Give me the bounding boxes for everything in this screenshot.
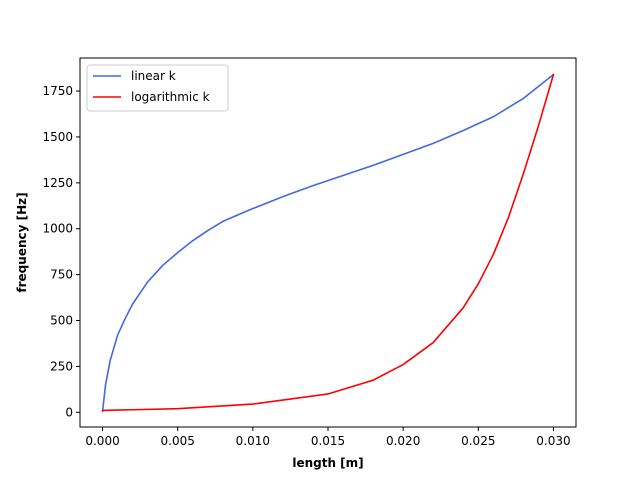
y-tick-label: 500 bbox=[50, 314, 73, 328]
x-ticks: 0.000 0.005 0.010 0.015 0.020 0.025 0.030 bbox=[85, 427, 571, 448]
series-line-logarithmic-k bbox=[101, 73, 555, 412]
y-tick-label: 1000 bbox=[42, 222, 73, 236]
legend-label-logarithmic-k: logarithmic k bbox=[131, 90, 210, 104]
y-ticks: 0 250 500 750 1000 1250 1500 1750 bbox=[42, 84, 80, 419]
y-tick-label: 1500 bbox=[42, 130, 73, 144]
y-tick-label: 1250 bbox=[42, 176, 73, 190]
y-tick-label: 0 bbox=[65, 405, 73, 419]
x-tick-label: 0.020 bbox=[386, 434, 420, 448]
legend: linear k logarithmic k bbox=[86, 64, 229, 112]
legend-box bbox=[86, 64, 229, 112]
y-tick-label: 750 bbox=[50, 268, 73, 282]
x-tick-label: 0.005 bbox=[161, 434, 195, 448]
series-line-linear-k bbox=[101, 73, 555, 413]
y-axis-label: frequency [Hz] bbox=[15, 192, 29, 292]
series-layer bbox=[101, 73, 555, 413]
y-tick-label: 1750 bbox=[42, 84, 73, 98]
x-tick-label: 0.015 bbox=[311, 434, 345, 448]
x-tick-label: 0.025 bbox=[461, 434, 495, 448]
x-tick-label: 0.010 bbox=[236, 434, 270, 448]
x-axis-label: length [m] bbox=[292, 456, 363, 470]
y-tick-label: 250 bbox=[50, 359, 73, 373]
legend-label-linear-k: linear k bbox=[131, 69, 176, 83]
x-tick-label: 0.000 bbox=[85, 434, 119, 448]
x-tick-label: 0.030 bbox=[536, 434, 570, 448]
